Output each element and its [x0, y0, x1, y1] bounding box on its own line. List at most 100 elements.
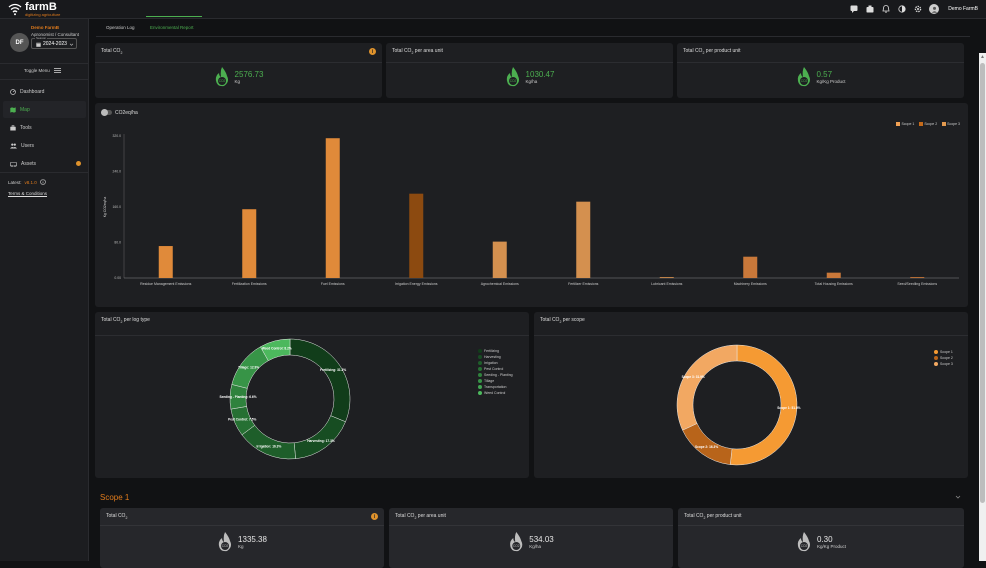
latest-label: Latest: — [8, 179, 22, 185]
legend-item[interactable]: Scope 3 — [934, 361, 953, 367]
legend-dot — [934, 362, 938, 366]
season-value: 2024-2023 — [43, 41, 67, 47]
kpi-value: 534.03 — [529, 535, 554, 544]
legend-item-scope-1[interactable]: Scope 1 — [896, 122, 914, 127]
inbox-icon[interactable] — [865, 5, 874, 14]
scope-1-title: Scope 1 — [100, 493, 130, 502]
terms-link[interactable]: Terms & Conditions — [8, 191, 48, 196]
sidebar-item-users[interactable]: Users — [3, 137, 86, 154]
sidebar-item-dashboard[interactable]: Dashboard — [3, 83, 86, 100]
scope1-kpi-per-product: Total CO2 per product unit CO2 0.30 Kg/Kg… — [678, 508, 964, 568]
season-select[interactable]: Season 2024-2023 — [31, 36, 77, 49]
slice-data-label: Scope 2: 16.3% — [695, 445, 718, 449]
divider — [0, 172, 89, 173]
slice-data-label: Pest Control: 7.5% — [228, 418, 256, 422]
x-tick-label: Fertilization Emissions — [232, 282, 267, 286]
legend-item[interactable]: Weed Control — [478, 390, 513, 396]
user-role: Agronomist / Consultant — [31, 32, 80, 37]
log-type-donut-card: Total CO2 per log type Fertilizing: 31.2… — [95, 312, 529, 478]
divider — [677, 62, 964, 63]
donut-slice — [682, 423, 733, 465]
sidebar-item-tools[interactable]: Tools — [3, 119, 86, 136]
tab-operation-log[interactable]: Operation Log — [106, 25, 135, 30]
divider — [678, 525, 964, 526]
log-type-legend: Fertilizing Harvesting Irrigation Pest Cont… — [478, 348, 513, 396]
legend-dot — [478, 385, 482, 389]
info-icon[interactable]: i — [371, 513, 378, 520]
legend-dot — [478, 349, 482, 353]
toggle-menu-button[interactable]: Toggle Menu — [24, 68, 61, 73]
sidebar-item-label: Tools — [20, 124, 32, 131]
bar — [325, 138, 340, 278]
kpi-unit: Kg/Kg Product — [816, 79, 846, 84]
legend-item-scope-3[interactable]: Scope 3 — [942, 122, 960, 127]
scope-donut-card: Total CO2 per scope Scope 1: 51.8% Scope … — [534, 312, 968, 478]
y-axis-title: Kg CO2eq/ha — [103, 197, 107, 218]
logo-name: farmB — [25, 1, 57, 13]
user-avatar-icon[interactable] — [929, 4, 940, 14]
emissions-bar-chart: 0.00 80.0 160.0 240.0 320.0 Kg CO2eq/ha Residu… — [103, 134, 959, 286]
scroll-up-arrow-icon[interactable]: ▲ — [980, 54, 985, 60]
x-tick-label: Agrochemical Emissions — [481, 282, 519, 286]
x-tick-label: Fuel Emissions — [321, 282, 345, 286]
sidebar-item-map[interactable]: Map — [3, 101, 86, 118]
bell-icon[interactable] — [881, 5, 890, 14]
slice-data-label: Weed Control: 8.2% — [262, 347, 292, 351]
divider — [386, 62, 673, 63]
emissions-bar-chart-card: CO2eq/ha Scope 1 Scope 2 Scope 3 0.00 80.… — [95, 103, 968, 307]
header-user-name[interactable]: Demo FarmB — [948, 6, 978, 12]
legend-item[interactable]: Scope 2 — [934, 355, 953, 361]
kpi-value-block: CO2 534.03 Kg/ha — [508, 532, 554, 552]
scrollbar-thumb[interactable] — [980, 63, 985, 503]
scope-1-section-header[interactable]: Scope 1 — [96, 488, 970, 506]
settings-gear-icon[interactable] — [913, 5, 922, 14]
legend-dot — [478, 379, 482, 383]
svg-text:CO2: CO2 — [801, 544, 808, 548]
legend-item[interactable]: Pest Control — [478, 366, 513, 372]
kpi-title: Total CO2 per product unit — [683, 48, 741, 55]
legend-label: Seeding - Planting — [484, 373, 513, 377]
x-tick-label: Irrigation Energy Emissions — [395, 282, 438, 286]
legend-label: Scope 2 — [940, 356, 953, 360]
y-tick-label: 320.0 — [113, 134, 122, 138]
divider — [95, 62, 382, 63]
legend-label: Scope 1 — [940, 350, 953, 354]
legend-label: Irrigation — [484, 361, 498, 365]
calendar-icon — [36, 42, 41, 47]
legend-item[interactable]: Irrigation — [478, 360, 513, 366]
theme-toggle-icon[interactable] — [897, 5, 906, 14]
legend-label: Transportation — [484, 385, 507, 389]
legend-item[interactable]: Scope 1 — [934, 349, 953, 355]
legend-swatch — [896, 122, 901, 127]
legend-item[interactable]: Seeding - Planting — [478, 372, 513, 378]
legend-item[interactable]: Harvesting — [478, 354, 513, 360]
sidebar-item-assets[interactable]: Assets — [3, 155, 86, 172]
info-icon[interactable]: i — [369, 48, 376, 55]
co2eq-ha-toggle[interactable] — [101, 109, 112, 116]
kpi-value: 0.57 — [816, 70, 833, 79]
legend-dot — [934, 350, 938, 354]
tab-environmental-report[interactable]: Environmental Report — [150, 25, 194, 30]
legend-item[interactable]: Transportation — [478, 384, 513, 390]
chevron-down-icon — [69, 43, 74, 46]
top-bar: farmB digitizing agriculture Demo FarmB — [0, 0, 986, 19]
chevron-down-icon[interactable] — [954, 493, 962, 501]
legend-item[interactable]: Fertilizing — [478, 348, 513, 354]
slice-data-label: Harvesting: 17.3% — [307, 439, 335, 443]
donut-slice — [289, 338, 351, 423]
svg-text:CO2: CO2 — [509, 79, 516, 83]
kpi-value-block: CO2 0.30 Kg/Kg Product — [796, 532, 846, 552]
page-scrollbar[interactable]: ▲ — [979, 53, 986, 561]
legend-item[interactable]: Tillage — [478, 378, 513, 384]
app-logo[interactable]: farmB digitizing agriculture — [8, 2, 60, 17]
legend-item-scope-2[interactable]: Scope 2 — [919, 122, 937, 127]
co2-flame-icon: CO2 — [510, 532, 523, 552]
profile-block: DF Demo FarmB Agronomist / Consultant Se… — [10, 25, 85, 65]
info-icon[interactable] — [39, 179, 46, 185]
chat-icon[interactable] — [849, 5, 858, 14]
kpi-value: 1030.47 — [525, 70, 555, 79]
slice-data-label: Irrigation: 16.3% — [256, 445, 281, 449]
legend-label: Scope 3 — [940, 362, 953, 366]
bar — [743, 256, 758, 278]
profile-avatar[interactable]: DF — [10, 33, 29, 52]
